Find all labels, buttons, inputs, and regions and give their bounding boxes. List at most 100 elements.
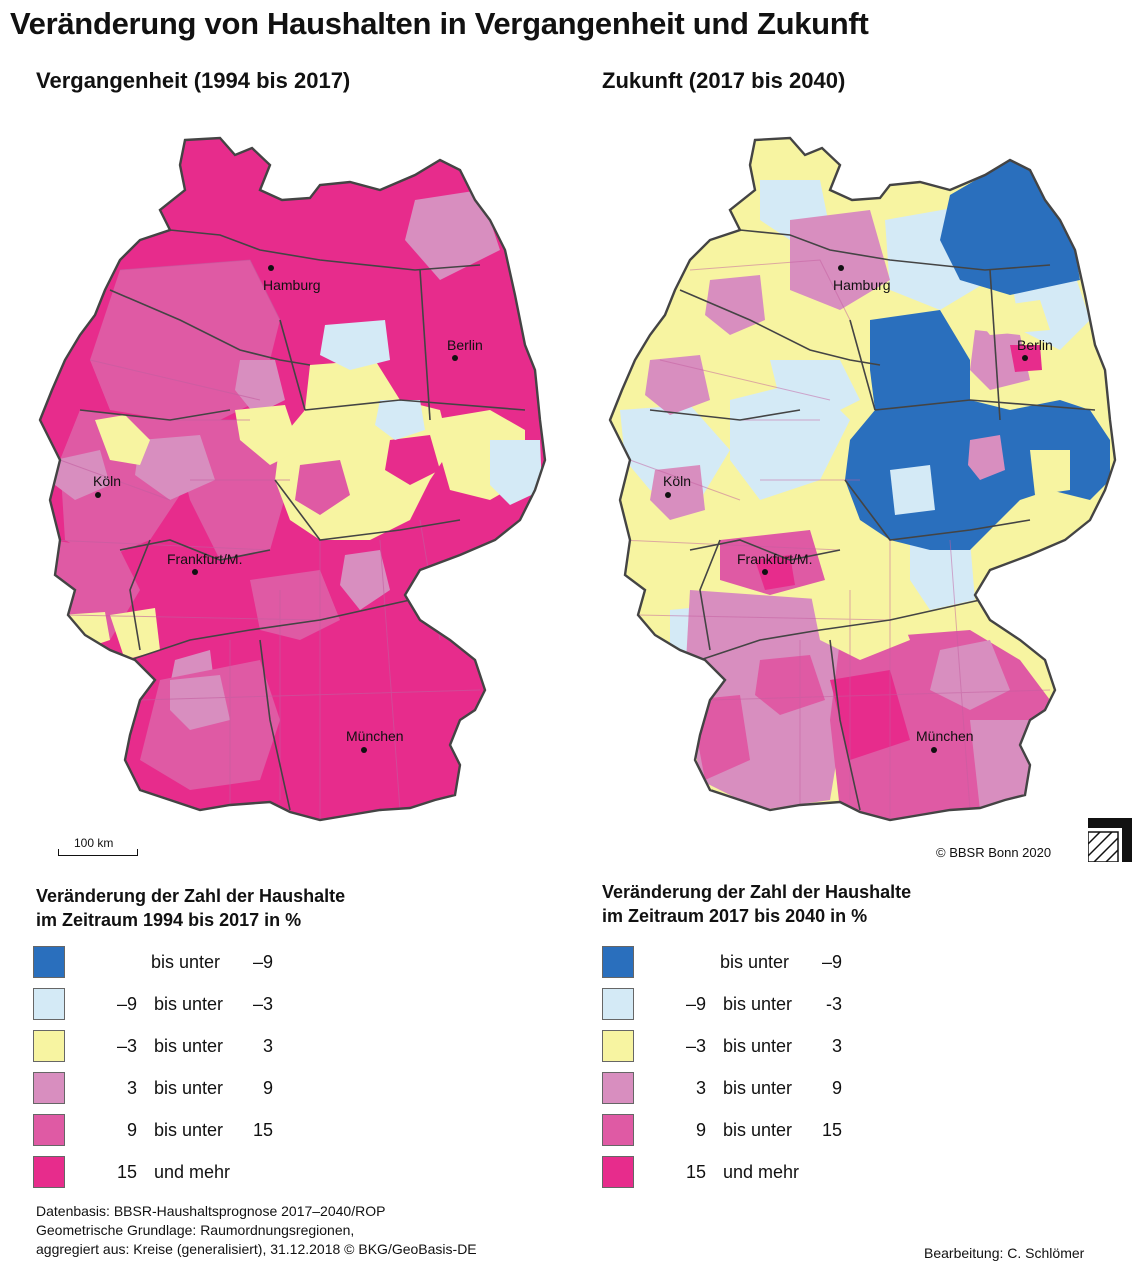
- legend-range-text: bis unter: [154, 1078, 224, 1098]
- svg-text:Frankfurt/M.: Frankfurt/M.: [737, 551, 812, 567]
- legend-swatch: [33, 1030, 65, 1062]
- legend-upper-bound: –9: [821, 952, 842, 972]
- author-note: Bearbeitung: C. Schlömer: [924, 1245, 1085, 1261]
- legend-swatch: [602, 1072, 634, 1104]
- source-line: Geometrische Grundlage: Raumordnungsregi…: [36, 1222, 355, 1238]
- city-hamburg: Hamburg: [263, 265, 321, 293]
- legend-range-text: bis unter: [154, 994, 224, 1014]
- legend-item: 15 und mehr: [602, 1156, 902, 1198]
- legend-lower-bound: 15: [685, 1162, 706, 1182]
- legend-title-line: im Zeitraum 1994 bis 2017 in %: [36, 910, 302, 930]
- legend-range-text: bis unter: [154, 1036, 224, 1056]
- map-past: Hamburg Berlin Köln Frankfurt/M. München: [38, 136, 547, 822]
- legend-swatch: [33, 988, 65, 1020]
- svg-text:Hamburg: Hamburg: [263, 277, 321, 293]
- scalebar-label: 100 km: [74, 836, 114, 850]
- legend-lower-bound: 3: [695, 1078, 706, 1098]
- legend-swatch: [33, 1072, 65, 1104]
- legend-upper-bound: 15: [821, 1120, 842, 1140]
- legend-past: bis unter –9 –9 bis unter –3 –3 bis unter 3 3 bis…: [33, 946, 333, 1198]
- map-right-subtitle: Zukunft (2017 bis 2040): [602, 68, 846, 93]
- city-frankfurt: Frankfurt/M.: [737, 551, 812, 575]
- svg-text:Hamburg: Hamburg: [833, 277, 891, 293]
- legend-swatch: [602, 1030, 634, 1062]
- main-title: Veränderung von Haushalten in Vergangenh…: [10, 6, 869, 41]
- svg-text:Köln: Köln: [93, 473, 121, 489]
- legend-range-text: bis unter: [720, 952, 790, 972]
- city-berlin: Berlin: [447, 337, 483, 361]
- legend-title-line: Veränderung der Zahl der Haushalte: [602, 882, 912, 902]
- legend-item: bis unter –9: [33, 946, 333, 988]
- city-muenchen: München: [346, 728, 404, 753]
- legend-swatch: [33, 1114, 65, 1146]
- svg-text:München: München: [916, 728, 974, 744]
- svg-text:Berlin: Berlin: [1017, 337, 1053, 353]
- svg-text:Köln: Köln: [663, 473, 691, 489]
- scalebar: 100 km: [58, 836, 138, 856]
- city-muenchen: München: [916, 728, 974, 753]
- svg-text:München: München: [346, 728, 404, 744]
- legend-swatch: [33, 946, 65, 978]
- legend-upper-bound: 9: [831, 1078, 842, 1098]
- legend-upper-bound: 9: [262, 1078, 273, 1098]
- source-line: aggregiert aus: Kreise (generalisiert), …: [36, 1241, 477, 1257]
- legend-lower-bound: 9: [126, 1120, 137, 1140]
- legend-swatch: [602, 1114, 634, 1146]
- legend-item: bis unter –9: [602, 946, 902, 988]
- legend-range-text: bis unter: [723, 1120, 793, 1140]
- svg-text:Frankfurt/M.: Frankfurt/M.: [167, 551, 242, 567]
- source-line: Datenbasis: BBSR-Haushaltsprognose 2017–…: [36, 1203, 386, 1219]
- legend-range-text: bis unter: [723, 994, 793, 1014]
- bbsr-logo-icon: [1088, 818, 1132, 862]
- legend-swatch: [602, 1156, 634, 1188]
- legend-upper-bound: –3: [252, 994, 273, 1014]
- legend-swatch: [602, 988, 634, 1020]
- legend-lower-bound: –3: [685, 1036, 706, 1056]
- legend-item: 3 bis unter 9: [33, 1072, 333, 1114]
- city-hamburg: Hamburg: [833, 265, 891, 293]
- legend-title-future: Veränderung der Zahl der Haushalte im Ze…: [602, 880, 911, 928]
- legend-future: bis unter –9 –9 bis unter -3 –3 bis unter 3 3 bis…: [602, 946, 902, 1198]
- legend-lower-bound: –3: [116, 1036, 137, 1056]
- legend-item: 9 bis unter 15: [602, 1114, 902, 1156]
- legend-lower-bound: –9: [116, 994, 137, 1014]
- legend-range-text: bis unter: [723, 1036, 793, 1056]
- legend-upper-bound: 3: [262, 1036, 273, 1056]
- legend-upper-bound: –9: [252, 952, 273, 972]
- legend-item: –3 bis unter 3: [602, 1030, 902, 1072]
- legend-range-text: bis unter: [723, 1078, 793, 1098]
- legend-swatch: [602, 946, 634, 978]
- legend-range-text: und mehr: [723, 1162, 800, 1182]
- germany-outline: [38, 136, 547, 822]
- legend-item: 9 bis unter 15: [33, 1114, 333, 1156]
- legend-upper-bound: 15: [252, 1120, 273, 1140]
- city-frankfurt: Frankfurt/M.: [167, 551, 242, 575]
- germany-outline: [608, 136, 1117, 822]
- legend-item: 15 und mehr: [33, 1156, 333, 1198]
- legend-upper-bound: 3: [831, 1036, 842, 1056]
- legend-upper-bound: -3: [825, 994, 842, 1014]
- legend-item: –9 bis unter -3: [602, 988, 902, 1030]
- source-note: Datenbasis: BBSR-Haushaltsprognose 2017–…: [36, 1202, 477, 1259]
- legend-lower-bound: –9: [685, 994, 706, 1014]
- legend-item: –3 bis unter 3: [33, 1030, 333, 1072]
- map-left-subtitle: Vergangenheit (1994 bis 2017): [36, 68, 351, 93]
- legend-title-past: Veränderung der Zahl der Haushalte im Ze…: [36, 884, 345, 932]
- legend-item: 3 bis unter 9: [602, 1072, 902, 1114]
- legend-lower-bound: 3: [126, 1078, 137, 1098]
- map-future: Hamburg Berlin Köln Frankfurt/M. München: [608, 136, 1117, 822]
- legend-item: –9 bis unter –3: [33, 988, 333, 1030]
- legend-title-line: Veränderung der Zahl der Haushalte: [36, 886, 346, 906]
- legend-lower-bound: 15: [116, 1162, 137, 1182]
- city-koeln: Köln: [93, 473, 121, 498]
- legend-title-line: im Zeitraum 2017 bis 2040 in %: [602, 906, 868, 926]
- copyright: © BBSR Bonn 2020: [936, 845, 1052, 860]
- legend-lower-bound: 9: [695, 1120, 706, 1140]
- legend-swatch: [33, 1156, 65, 1188]
- svg-text:Berlin: Berlin: [447, 337, 483, 353]
- legend-range-text: bis unter: [154, 1120, 224, 1140]
- legend-range-text: und mehr: [154, 1162, 231, 1182]
- city-koeln: Köln: [663, 473, 691, 498]
- city-berlin: Berlin: [1017, 337, 1053, 361]
- legend-range-text: bis unter: [151, 952, 221, 972]
